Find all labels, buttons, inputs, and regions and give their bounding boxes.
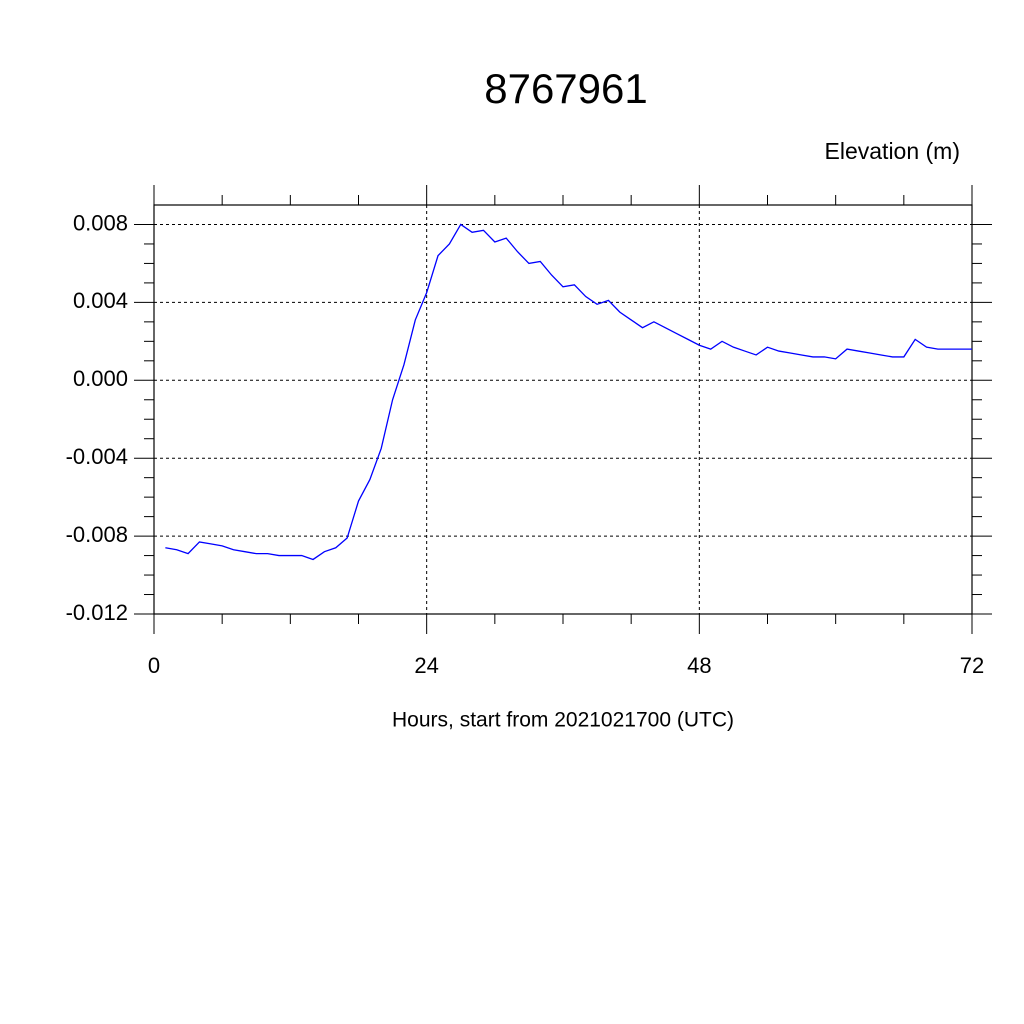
y-tick-label: 0.004 (73, 288, 128, 313)
x-tick-label: 48 (687, 653, 711, 678)
x-tick-label: 0 (148, 653, 160, 678)
y-tick-label: 0.000 (73, 366, 128, 391)
x-tick-label: 24 (414, 653, 438, 678)
data-line (165, 223, 972, 561)
plot-frame (153, 204, 973, 615)
y-tick-label: 0.008 (73, 210, 128, 235)
x-axis-label: Hours, start from 2021021700 (UTC) (392, 709, 734, 732)
y-tick-label: -0.008 (66, 522, 128, 547)
chart-subtitle: Elevation (m) (825, 138, 960, 164)
chart-title: 8767961 (484, 65, 648, 112)
y-tick-label: -0.012 (66, 600, 128, 625)
y-tick-label: -0.004 (66, 444, 128, 469)
x-tick-label: 72 (960, 653, 984, 678)
